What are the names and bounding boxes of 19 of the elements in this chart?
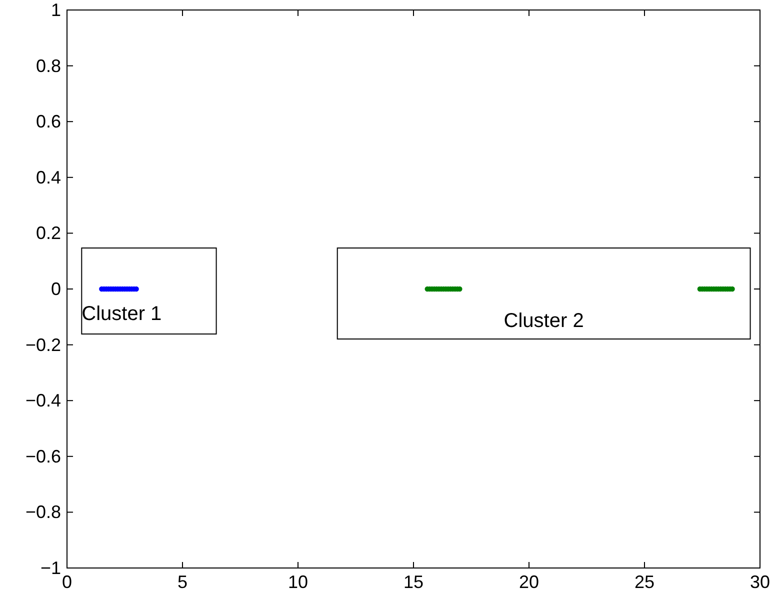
annotation: Cluster 2 bbox=[504, 310, 584, 332]
y-tick-label: 0.8 bbox=[36, 56, 61, 76]
y-tick-label: −0.8 bbox=[25, 502, 61, 522]
x-tick-label: 5 bbox=[177, 572, 188, 592]
annotation: Cluster 1 bbox=[82, 303, 162, 325]
x-tick-label: 20 bbox=[518, 572, 540, 592]
x-tick-label: 25 bbox=[634, 572, 655, 592]
y-tick-label: −0.4 bbox=[25, 390, 61, 411]
y-tick-label: 0.4 bbox=[36, 167, 61, 188]
x-tick-label: 15 bbox=[403, 572, 424, 592]
y-tick-label: −1 bbox=[40, 558, 61, 578]
y-tick-label: −0.2 bbox=[25, 334, 61, 355]
x-tick-label: 10 bbox=[288, 572, 308, 592]
y-tick-label: −0.6 bbox=[25, 446, 61, 466]
y-tick-label: 1 bbox=[50, 0, 61, 20]
y-tick-label: 0.2 bbox=[36, 223, 61, 244]
y-tick-label: 0 bbox=[50, 279, 61, 299]
y-tick-label: 0.6 bbox=[36, 112, 61, 132]
x-tick-label: 30 bbox=[750, 572, 770, 592]
